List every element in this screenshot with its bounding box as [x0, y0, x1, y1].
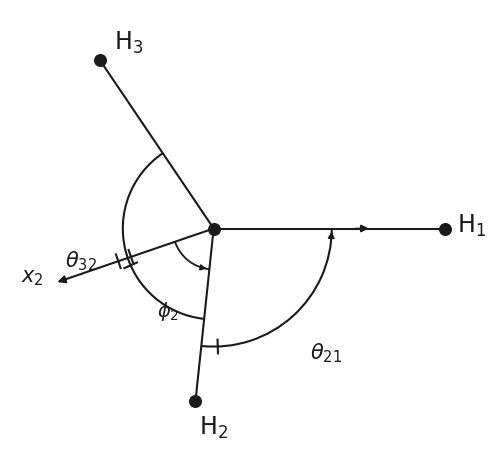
- Text: $\mathrm{H}_3$: $\mathrm{H}_3$: [114, 30, 143, 56]
- Point: [210, 225, 218, 232]
- Text: $\mathrm{H}_1$: $\mathrm{H}_1$: [456, 213, 486, 239]
- Point: [96, 57, 104, 64]
- Text: $\theta_{32}$: $\theta_{32}$: [66, 250, 98, 273]
- Text: $x_2$: $x_2$: [20, 268, 44, 288]
- Text: $\theta_{21}$: $\theta_{21}$: [310, 341, 342, 365]
- Point: [442, 225, 450, 232]
- Point: [192, 398, 200, 405]
- Text: $\mathrm{H}_2$: $\mathrm{H}_2$: [199, 415, 228, 441]
- Text: $\phi_2$: $\phi_2$: [157, 299, 179, 323]
